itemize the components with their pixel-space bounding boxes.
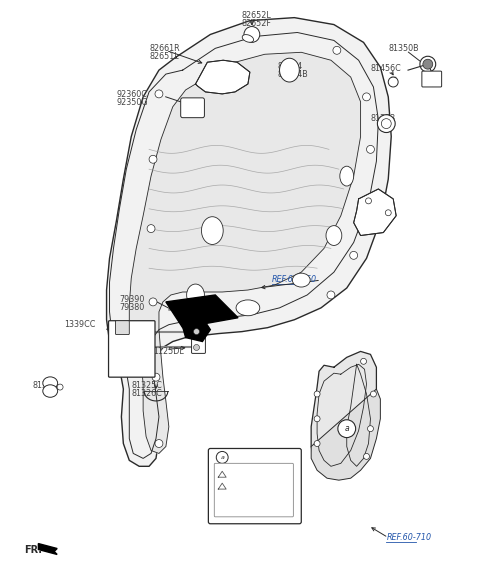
FancyBboxPatch shape: [108, 321, 155, 377]
Circle shape: [193, 329, 200, 335]
Text: 81329A: 81329A: [232, 453, 263, 463]
Text: REF.60-710: REF.60-710: [386, 533, 432, 542]
Ellipse shape: [43, 385, 58, 398]
Ellipse shape: [242, 34, 253, 42]
Text: REF.60-760: REF.60-760: [272, 275, 317, 284]
FancyBboxPatch shape: [208, 449, 301, 524]
Text: 81456C: 81456C: [371, 64, 401, 73]
Ellipse shape: [187, 284, 204, 306]
Text: 81353: 81353: [371, 113, 396, 123]
Circle shape: [314, 416, 320, 422]
Circle shape: [367, 146, 374, 153]
Polygon shape: [354, 189, 396, 236]
Circle shape: [423, 59, 433, 69]
Text: 82651L: 82651L: [149, 52, 179, 61]
Text: 81335: 81335: [33, 381, 58, 390]
Polygon shape: [38, 544, 57, 555]
Circle shape: [362, 199, 371, 207]
Ellipse shape: [326, 226, 342, 246]
Text: 82661R: 82661R: [149, 44, 180, 54]
Text: FR.: FR.: [24, 545, 43, 555]
FancyBboxPatch shape: [214, 463, 293, 517]
Text: 82665: 82665: [367, 203, 392, 212]
Circle shape: [155, 439, 163, 448]
Ellipse shape: [292, 273, 310, 287]
Polygon shape: [107, 17, 391, 466]
Text: 82652F: 82652F: [242, 19, 272, 27]
Circle shape: [371, 391, 376, 397]
Circle shape: [338, 420, 356, 438]
Text: 1125DL: 1125DL: [153, 347, 184, 356]
Ellipse shape: [236, 300, 260, 316]
Text: 81326C: 81326C: [131, 389, 162, 398]
Text: a: a: [345, 424, 349, 433]
Circle shape: [244, 27, 260, 42]
Text: 82652L: 82652L: [242, 10, 272, 20]
Text: 81325C: 81325C: [131, 381, 162, 390]
FancyBboxPatch shape: [180, 98, 204, 118]
Polygon shape: [180, 315, 210, 342]
Circle shape: [149, 298, 157, 306]
Circle shape: [152, 373, 160, 381]
Ellipse shape: [43, 377, 58, 389]
Circle shape: [147, 225, 155, 233]
Circle shape: [57, 384, 63, 390]
Circle shape: [149, 155, 157, 163]
Circle shape: [420, 56, 436, 72]
FancyBboxPatch shape: [116, 321, 129, 335]
Ellipse shape: [202, 217, 223, 244]
Text: 79380: 79380: [120, 303, 144, 312]
FancyBboxPatch shape: [192, 324, 205, 353]
Circle shape: [350, 251, 358, 260]
Circle shape: [327, 291, 335, 299]
Text: 82654B: 82654B: [277, 70, 308, 79]
Circle shape: [314, 391, 320, 397]
Polygon shape: [166, 295, 238, 328]
Text: 79390: 79390: [120, 295, 145, 304]
Circle shape: [381, 119, 391, 129]
Polygon shape: [311, 352, 376, 478]
Circle shape: [363, 453, 370, 459]
Text: 81350B: 81350B: [388, 44, 419, 54]
Circle shape: [366, 198, 372, 204]
Circle shape: [314, 441, 320, 446]
Text: a: a: [220, 455, 224, 460]
Ellipse shape: [340, 166, 354, 186]
Circle shape: [216, 452, 228, 463]
Circle shape: [333, 47, 341, 54]
Circle shape: [377, 115, 395, 133]
Circle shape: [155, 90, 163, 98]
Text: 82655: 82655: [367, 211, 392, 220]
Circle shape: [360, 359, 367, 364]
Circle shape: [388, 77, 398, 87]
Polygon shape: [129, 52, 360, 453]
Ellipse shape: [279, 58, 300, 82]
Circle shape: [368, 425, 373, 432]
Polygon shape: [311, 389, 380, 480]
Polygon shape: [195, 60, 250, 94]
Circle shape: [362, 93, 371, 101]
Text: 92360C: 92360C: [117, 90, 147, 99]
Text: 82664: 82664: [277, 62, 303, 71]
FancyBboxPatch shape: [422, 71, 442, 87]
Circle shape: [193, 345, 200, 350]
Circle shape: [385, 210, 391, 216]
Text: 92350G: 92350G: [117, 98, 148, 107]
Text: 1339CC: 1339CC: [64, 320, 96, 329]
